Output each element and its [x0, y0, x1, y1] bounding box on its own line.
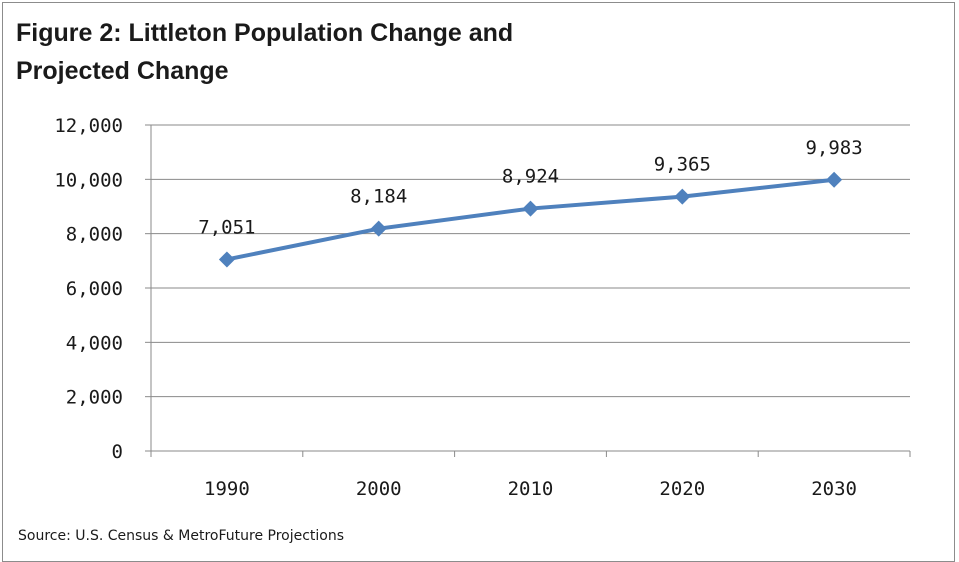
data-point [826, 171, 843, 188]
data-label: 7,051 [198, 216, 255, 238]
data-label: 9,365 [654, 154, 711, 176]
data-label: 8,184 [350, 186, 407, 208]
x-tick-label: 1990 [204, 478, 250, 500]
y-tick-label: 6,000 [66, 278, 123, 300]
data-point [370, 220, 387, 237]
chart-title-line-2: Projected Change [16, 57, 229, 85]
y-tick-label: 2,000 [66, 387, 123, 409]
series-line [226, 177, 835, 262]
y-tick-label: 0 [112, 441, 123, 463]
source-note: Source: U.S. Census & MetroFuture Projec… [18, 528, 345, 544]
data-label: 8,924 [502, 166, 559, 188]
y-tick-label: 12,000 [54, 115, 123, 137]
data-point [674, 188, 691, 205]
chart-title-line-1: Figure 2: Littleton Population Change an… [16, 19, 514, 47]
chart-title: Figure 2: Littleton Population Change an… [16, 14, 656, 90]
data-point [522, 200, 539, 217]
x-tick-label: 2020 [659, 478, 705, 500]
x-tick-label: 2030 [811, 478, 857, 500]
y-tick-label: 4,000 [66, 332, 123, 354]
x-tick-label: 2010 [508, 478, 554, 500]
y-tick-label: 8,000 [66, 224, 123, 246]
y-tick-label: 10,000 [54, 169, 123, 191]
x-tick-label: 2000 [356, 478, 402, 500]
data-label: 9,983 [805, 137, 862, 159]
data-point [218, 251, 235, 268]
